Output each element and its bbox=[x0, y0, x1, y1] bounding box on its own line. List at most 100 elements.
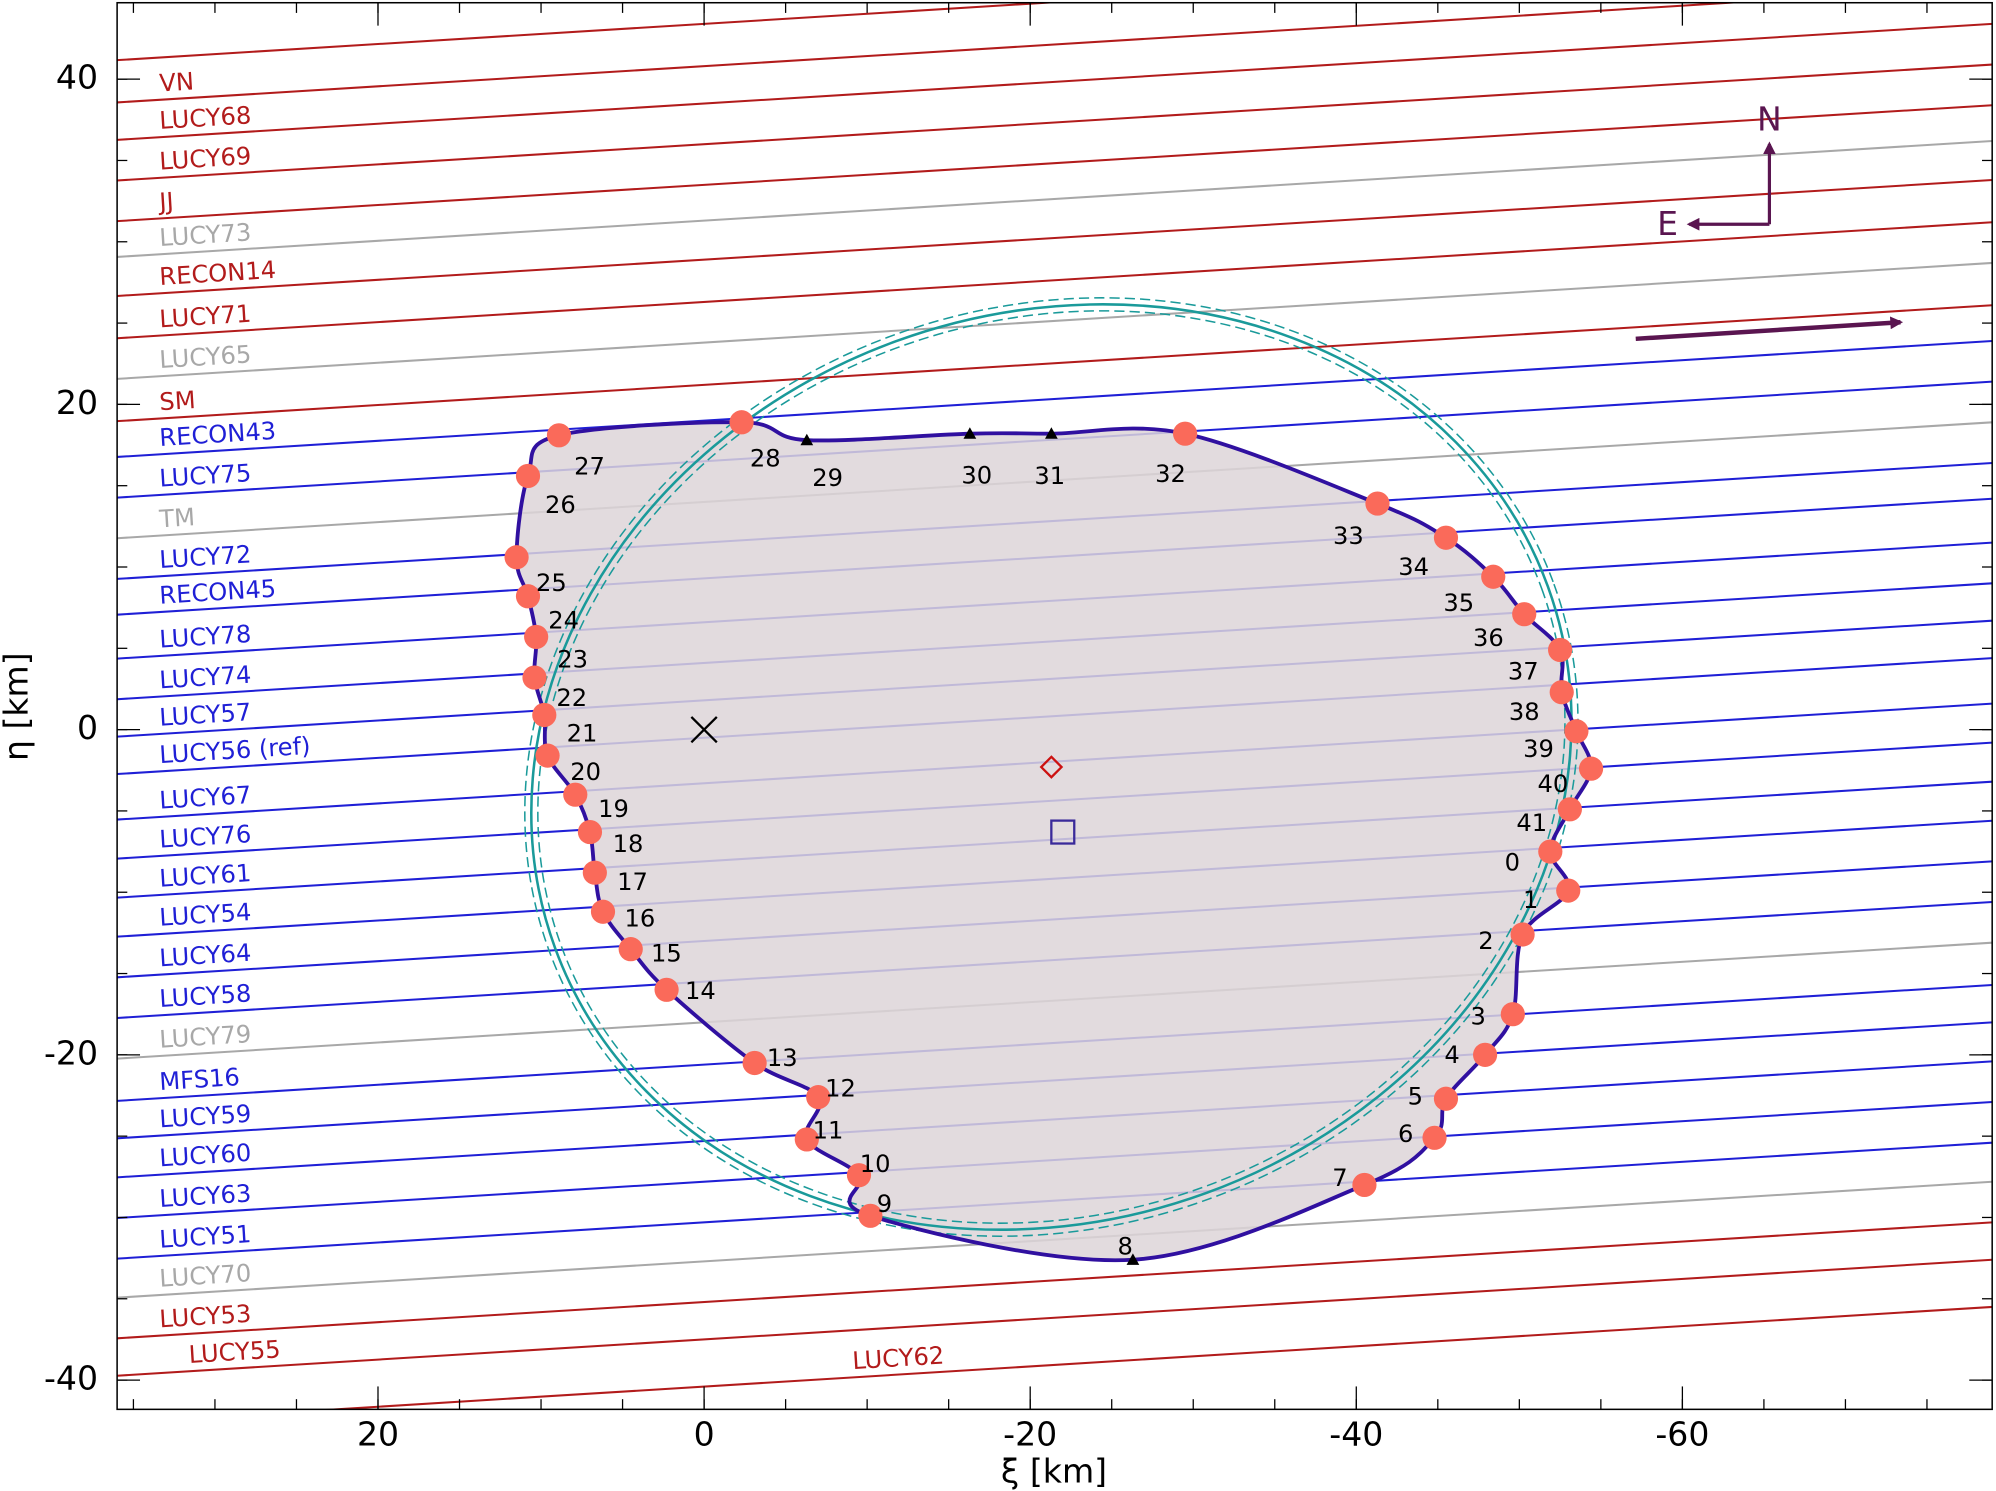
point-label: 12 bbox=[825, 1075, 856, 1103]
plot-area bbox=[117, 2, 1993, 1410]
point-label: 37 bbox=[1508, 658, 1539, 686]
point-label: 18 bbox=[613, 830, 644, 858]
limb-point bbox=[524, 624, 549, 650]
point-label: 41 bbox=[1516, 809, 1547, 837]
chord bbox=[117, 1258, 1993, 1377]
chord-label: LUCY55 bbox=[188, 1335, 281, 1369]
chord bbox=[117, 304, 1993, 423]
x-axis-label: ξ [km] bbox=[1001, 1451, 1107, 1490]
limb-point bbox=[1549, 680, 1574, 705]
limb-point bbox=[1510, 922, 1535, 947]
fit-ellipse bbox=[524, 297, 1579, 1237]
limb-point bbox=[1433, 1086, 1459, 1111]
point-label: 39 bbox=[1523, 735, 1554, 763]
east-label: E bbox=[1657, 204, 1678, 243]
chord-label: LUCY69 bbox=[159, 142, 252, 176]
point-label: 3 bbox=[1470, 1003, 1485, 1031]
chord-label: LUCY58 bbox=[159, 979, 252, 1013]
x-tick-label: -60 bbox=[1655, 1415, 1709, 1454]
limb-point bbox=[563, 782, 588, 807]
limb-point bbox=[532, 702, 557, 728]
chord bbox=[319, 1305, 1993, 1410]
limb-point bbox=[1564, 719, 1589, 744]
chord-label: LUCY68 bbox=[159, 101, 252, 135]
point-label: 28 bbox=[750, 444, 781, 472]
limb-point bbox=[1473, 1042, 1498, 1067]
limb-point bbox=[1578, 756, 1604, 781]
limb-point bbox=[1045, 427, 1058, 439]
chord bbox=[117, 261, 1993, 380]
plot-frame bbox=[116, 1, 1993, 1411]
point-label: 22 bbox=[556, 684, 587, 712]
chord-label: LUCY64 bbox=[159, 939, 252, 973]
point-label: 14 bbox=[685, 977, 716, 1005]
limb-point bbox=[618, 937, 643, 962]
point-label: 8 bbox=[1117, 1233, 1132, 1261]
chord bbox=[117, 2, 1063, 62]
point-label: 29 bbox=[812, 464, 843, 492]
point-label: 6 bbox=[1398, 1120, 1413, 1148]
chord bbox=[117, 221, 1993, 340]
limb-point bbox=[577, 819, 603, 845]
limb-point bbox=[800, 433, 814, 446]
point-label: 24 bbox=[548, 607, 579, 635]
limb-point bbox=[1557, 797, 1582, 822]
chord bbox=[117, 22, 1993, 141]
chord-label: LUCY75 bbox=[159, 459, 252, 493]
limb-point bbox=[504, 545, 529, 570]
chord-label: LUCY61 bbox=[159, 859, 252, 893]
center-marker bbox=[1050, 819, 1076, 845]
point-label: 30 bbox=[961, 461, 992, 489]
limb-point bbox=[515, 584, 541, 609]
chord-label: MFS16 bbox=[159, 1063, 241, 1096]
point-label: 0 bbox=[1505, 849, 1520, 877]
center-marker bbox=[690, 716, 718, 744]
point-label: 11 bbox=[813, 1116, 844, 1144]
chord bbox=[117, 178, 1993, 297]
chord-label: LUCY65 bbox=[159, 340, 252, 374]
chord-label: RECON45 bbox=[159, 575, 277, 610]
limb-point bbox=[535, 743, 560, 768]
chord bbox=[117, 1221, 1993, 1340]
limb-point bbox=[582, 860, 607, 885]
point-label: 19 bbox=[598, 795, 629, 823]
limb-point bbox=[963, 427, 977, 439]
point-label: 15 bbox=[651, 939, 682, 967]
point-label: 9 bbox=[877, 1190, 892, 1218]
point-label: 27 bbox=[574, 452, 605, 480]
point-label: 26 bbox=[545, 491, 576, 519]
chord-label: LUCY51 bbox=[159, 1220, 252, 1254]
chord-label: LUCY71 bbox=[159, 300, 252, 334]
chord-label: LUCY67 bbox=[159, 781, 252, 815]
point-label: 25 bbox=[536, 569, 567, 597]
center-marker bbox=[1039, 755, 1064, 779]
point-label: 36 bbox=[1473, 624, 1504, 652]
fit-ellipse bbox=[537, 310, 1566, 1224]
limb-point bbox=[1172, 421, 1198, 446]
chord-label: RECON14 bbox=[159, 256, 277, 291]
point-label: 40 bbox=[1538, 770, 1569, 798]
limb-point bbox=[742, 1050, 767, 1076]
limb-point bbox=[1352, 1172, 1377, 1198]
limb-point bbox=[1126, 1253, 1140, 1265]
chord bbox=[117, 2, 1747, 104]
chord-label: LUCY62 bbox=[852, 1341, 945, 1375]
chord-label: LUCY57 bbox=[159, 698, 252, 732]
point-label: 5 bbox=[1408, 1082, 1423, 1110]
limb-point bbox=[1538, 839, 1563, 864]
limb-point bbox=[515, 463, 541, 489]
chord-label: SM bbox=[159, 386, 197, 416]
point-label: 16 bbox=[624, 905, 655, 933]
limb-point bbox=[794, 1127, 819, 1152]
x-tick-label: 20 bbox=[357, 1415, 399, 1454]
point-label: 21 bbox=[567, 720, 598, 748]
chord-label: LUCY73 bbox=[159, 218, 252, 252]
limb-point bbox=[522, 665, 547, 690]
point-label: 31 bbox=[1034, 462, 1065, 490]
limb-point bbox=[1548, 637, 1573, 663]
chord-label: LUCY53 bbox=[159, 1300, 252, 1334]
point-label: 10 bbox=[860, 1150, 891, 1178]
chord-label: LUCY74 bbox=[159, 661, 252, 695]
limb-point bbox=[729, 410, 754, 435]
